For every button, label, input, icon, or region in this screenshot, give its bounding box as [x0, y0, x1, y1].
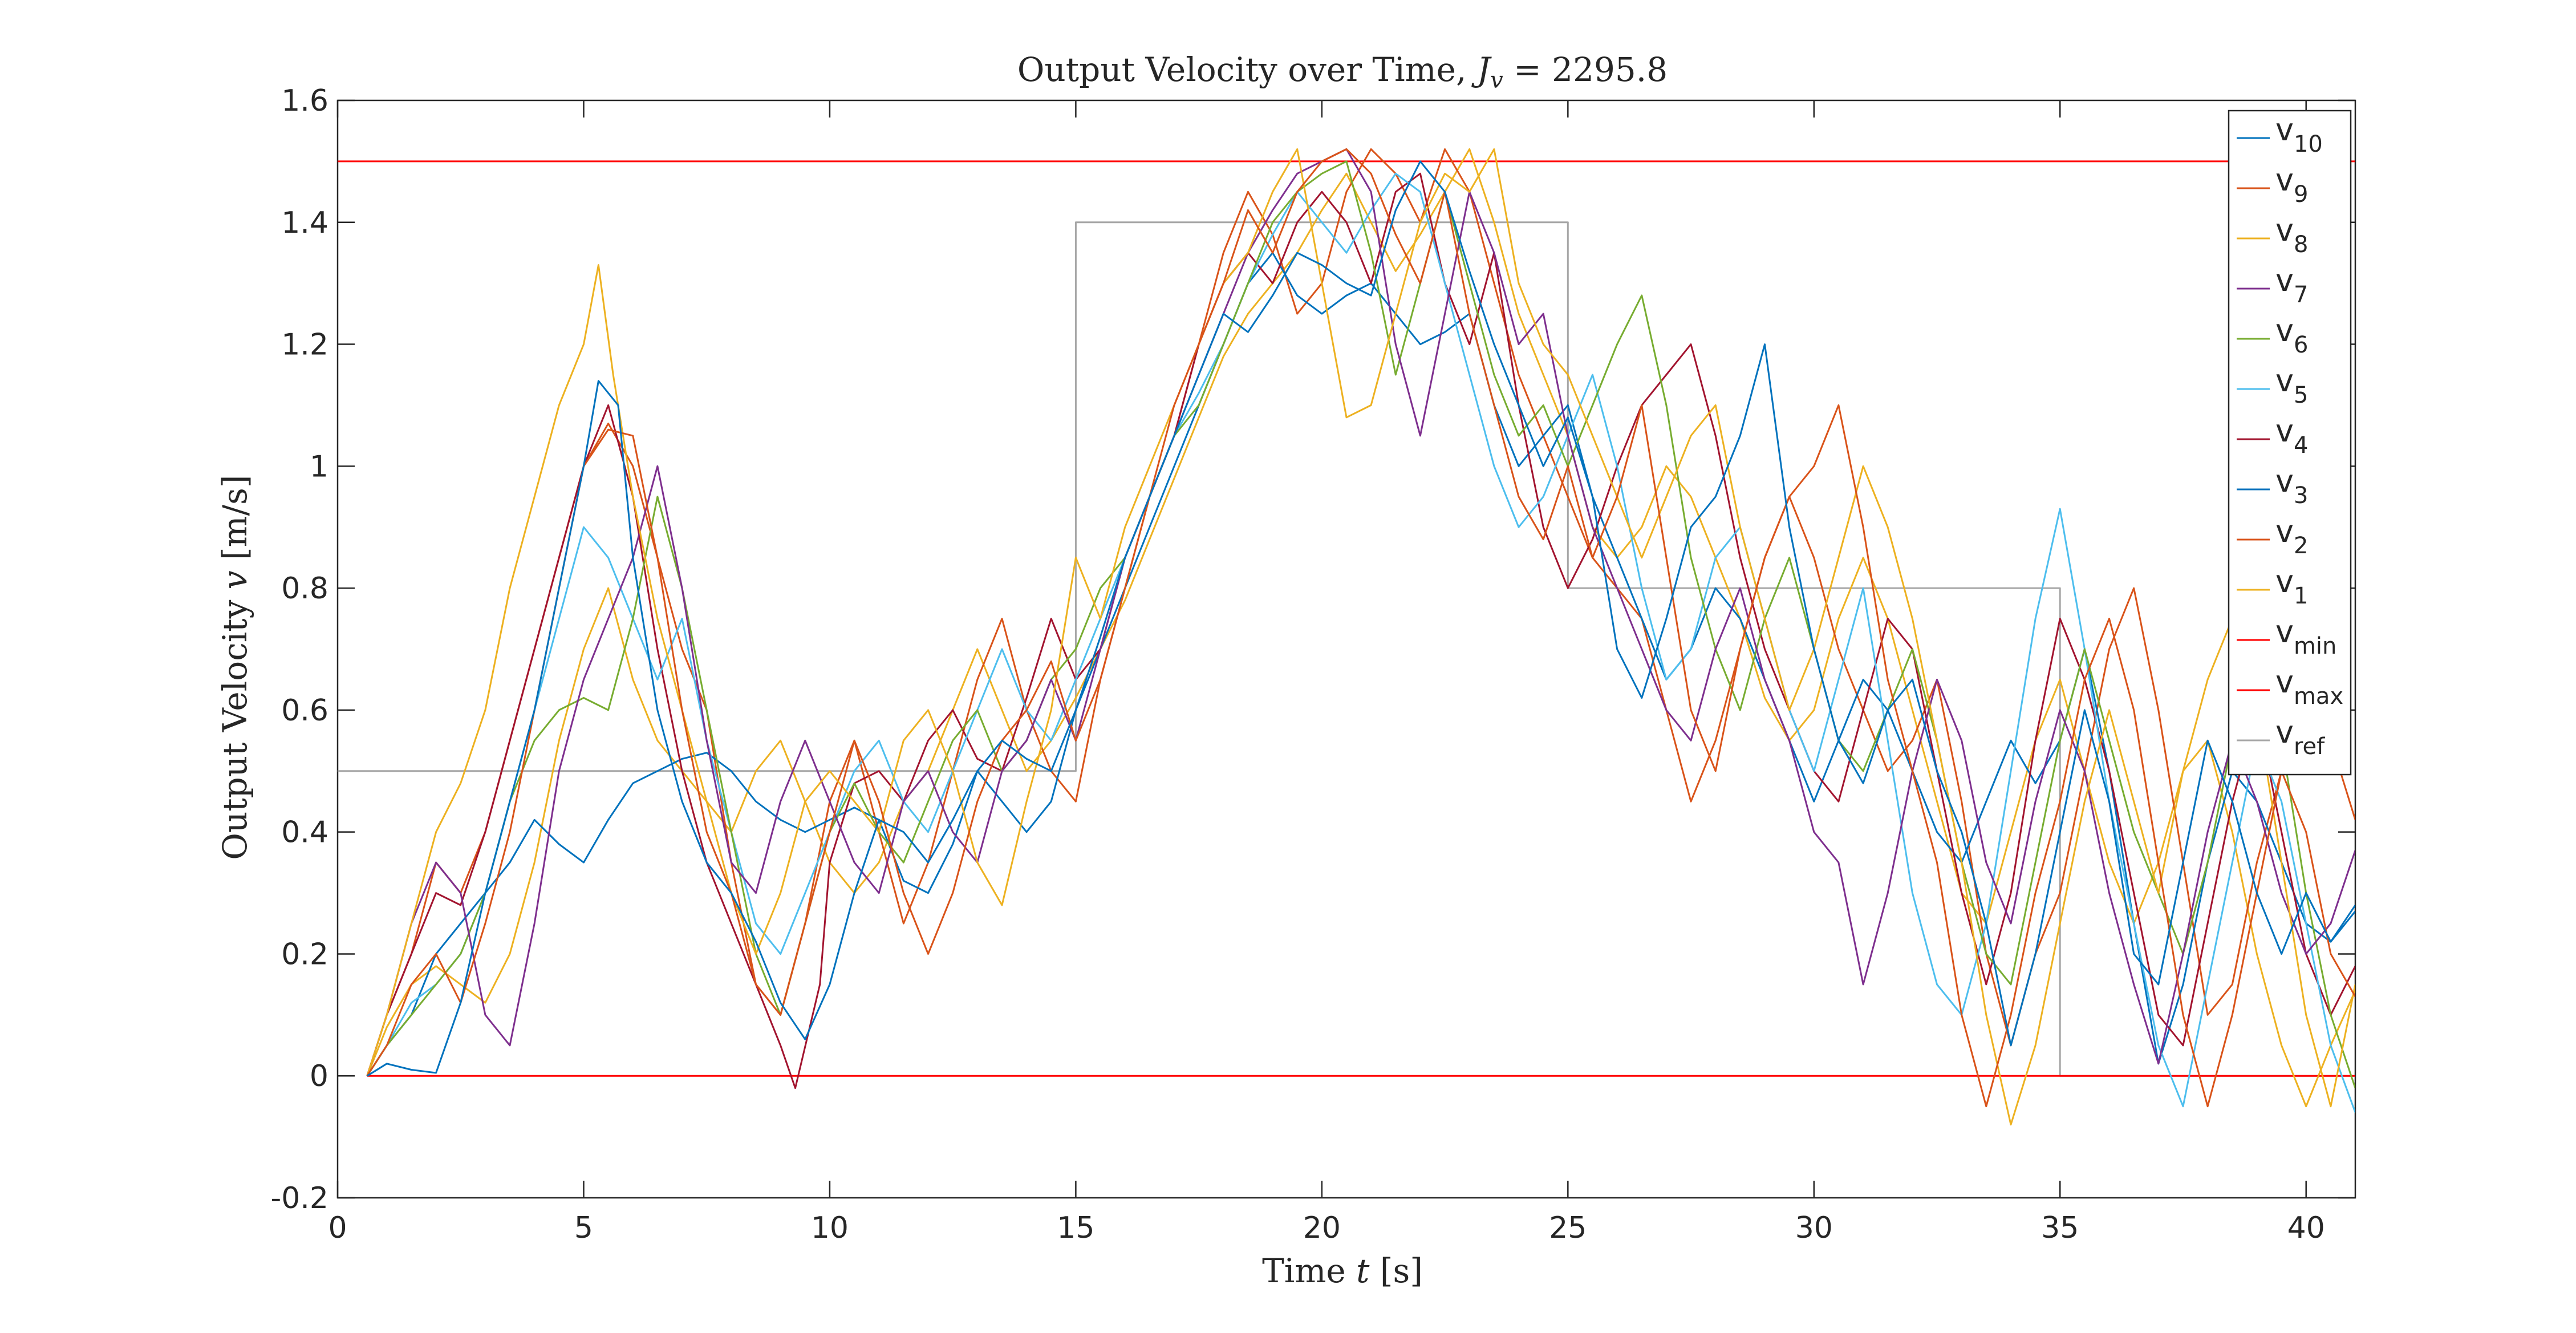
- y-tick-label: 0.6: [281, 694, 328, 728]
- legend-label-vmax: vmax: [2275, 664, 2343, 710]
- series-line-v8: [366, 148, 2355, 1126]
- x-tick-label: 30: [1795, 1211, 1833, 1245]
- y-tick-label: 1: [310, 449, 328, 484]
- x-tick-label: 20: [1303, 1211, 1341, 1245]
- legend-label-v5: v5: [2275, 363, 2308, 408]
- y-tick-label: -0.2: [271, 1181, 328, 1215]
- legend-box: [2228, 110, 2352, 776]
- legend-label-v10: v10: [2275, 112, 2323, 157]
- y-tick-label: 0.2: [281, 937, 328, 971]
- series-line-v4: [366, 172, 2355, 1089]
- series-line-v7: [366, 148, 2355, 1076]
- chart-title: Output Velocity over Time, Jv = 2295.8: [1017, 50, 1668, 94]
- legend-label-v6: v6: [2275, 313, 2308, 358]
- plot-area: 0 5 10 15 20 25 30 35 40-0.200.20.40.60.811.21.4…: [271, 84, 2356, 1245]
- x-tick-label: 40: [2287, 1211, 2325, 1245]
- y-tick-label: 0.4: [281, 816, 328, 850]
- legend-label-v3: v3: [2275, 463, 2308, 509]
- legend-label-vmin: vmin: [2275, 614, 2336, 659]
- legend-label-v1: v1: [2275, 564, 2308, 609]
- y-tick-label: 0.8: [281, 572, 328, 606]
- legend-label-v7: v7: [2275, 262, 2308, 308]
- series-line-v9: [366, 148, 2355, 1108]
- x-tick-label: 25: [1549, 1211, 1587, 1245]
- legend-label-v2: v2: [2275, 513, 2308, 559]
- y-tick-label: 1.2: [281, 328, 328, 362]
- x-tick-label: 10: [811, 1211, 849, 1245]
- y-axis-label: Output Velocity v [m/s]: [216, 475, 254, 860]
- y-tick-label: 1.4: [281, 206, 328, 240]
- axes-box: [336, 99, 2356, 1199]
- x-tick-label: 35: [2041, 1211, 2079, 1245]
- series-line-v6: [366, 160, 2355, 1089]
- legend-label-vref: vref: [2275, 714, 2325, 760]
- y-tick-label: 0: [310, 1059, 328, 1093]
- x-tick-label: 15: [1057, 1211, 1094, 1245]
- x-tick-label: 5: [574, 1211, 593, 1245]
- series-line-v1: [366, 148, 2355, 1108]
- series-line-v5: [366, 172, 2355, 1113]
- legend-label-v8: v8: [2275, 212, 2308, 258]
- x-tick-label: 0: [328, 1211, 347, 1245]
- x-axis-label: Time t [s]: [1262, 1251, 1423, 1290]
- y-tick-label: 1.6: [281, 84, 328, 118]
- legend-label-v4: v4: [2275, 413, 2308, 459]
- legend-label-v9: v9: [2275, 162, 2308, 208]
- series-line-v10: [367, 160, 2355, 1077]
